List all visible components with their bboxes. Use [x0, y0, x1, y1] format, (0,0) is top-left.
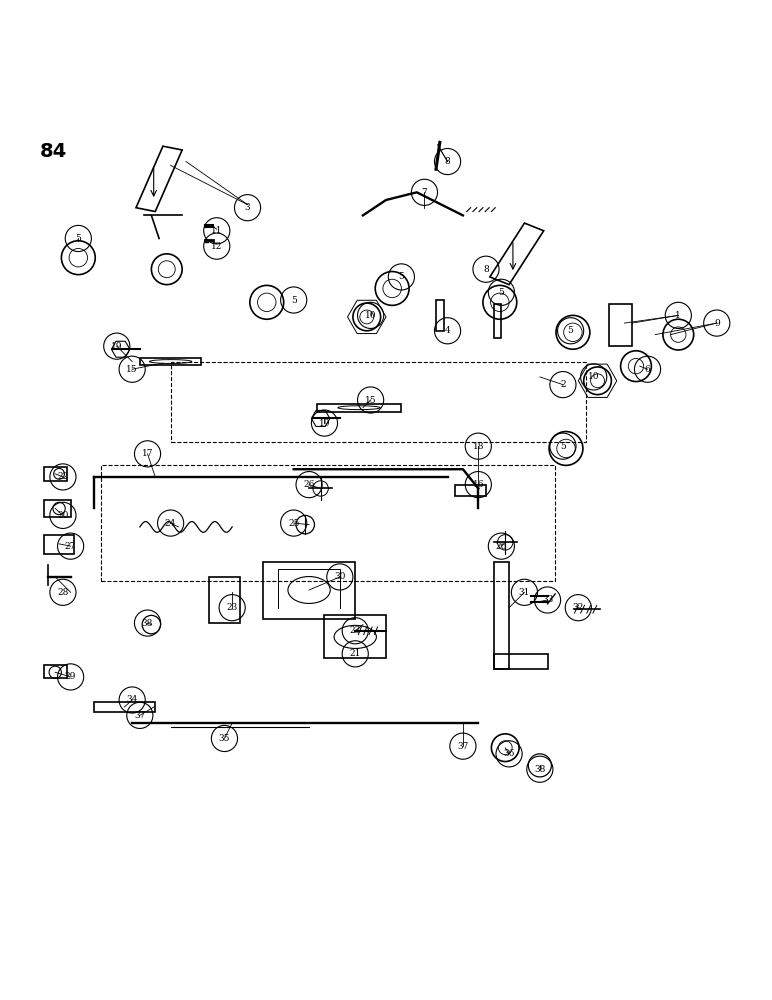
Text: 38: 38 — [142, 619, 153, 628]
Text: 5: 5 — [291, 296, 296, 305]
Text: 19: 19 — [319, 419, 330, 428]
Text: 11: 11 — [211, 226, 222, 235]
Text: 31: 31 — [519, 588, 530, 597]
Text: 10: 10 — [365, 311, 377, 320]
Text: 37: 37 — [457, 742, 469, 751]
Text: 3: 3 — [245, 203, 250, 212]
Text: 84: 84 — [40, 142, 67, 161]
Text: 33: 33 — [542, 595, 554, 604]
Text: 26: 26 — [496, 542, 507, 551]
Text: 37: 37 — [134, 711, 146, 720]
Text: 38: 38 — [534, 765, 546, 774]
Text: 21: 21 — [350, 649, 361, 658]
Text: 32: 32 — [573, 603, 584, 612]
Text: 23: 23 — [226, 603, 238, 612]
Text: 5: 5 — [499, 288, 504, 297]
Text: 12: 12 — [211, 242, 222, 251]
Text: 20: 20 — [57, 511, 69, 520]
Text: 30: 30 — [334, 572, 346, 581]
Text: 25: 25 — [288, 519, 300, 528]
Text: 8: 8 — [483, 265, 489, 274]
Text: 6: 6 — [645, 365, 651, 374]
Text: 19: 19 — [111, 342, 123, 351]
Text: 15: 15 — [127, 365, 138, 374]
Text: 17: 17 — [142, 449, 154, 458]
Text: 7: 7 — [422, 188, 428, 197]
Text: 23: 23 — [350, 626, 361, 635]
Text: 18: 18 — [472, 442, 484, 451]
Text: 27: 27 — [65, 542, 76, 551]
Text: 22: 22 — [57, 472, 69, 481]
Text: 8: 8 — [445, 157, 450, 166]
Text: 5: 5 — [398, 272, 405, 281]
Text: 35: 35 — [218, 734, 230, 743]
Text: 28: 28 — [57, 588, 69, 597]
Text: 15: 15 — [365, 396, 377, 405]
Text: 5: 5 — [560, 442, 566, 451]
Text: 36: 36 — [503, 749, 515, 758]
Text: 34: 34 — [127, 695, 138, 704]
Text: 5: 5 — [76, 234, 81, 243]
Text: 5: 5 — [567, 326, 574, 335]
Text: 4: 4 — [445, 326, 450, 335]
Text: 10: 10 — [588, 372, 599, 381]
Text: 26: 26 — [303, 480, 315, 489]
Text: 2: 2 — [560, 380, 566, 389]
Text: 24: 24 — [165, 519, 176, 528]
Text: 29: 29 — [65, 672, 76, 681]
Text: 1: 1 — [676, 311, 681, 320]
Text: 9: 9 — [714, 319, 720, 328]
Text: 16: 16 — [472, 480, 484, 489]
